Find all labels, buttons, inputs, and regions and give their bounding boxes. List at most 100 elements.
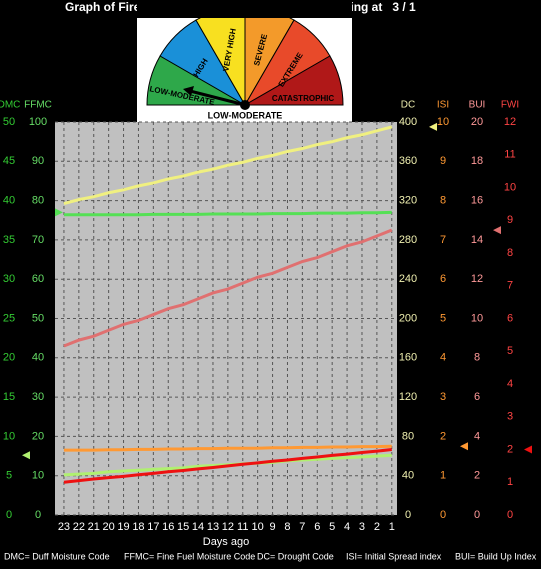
x-tick-label: 5 <box>329 521 335 533</box>
y-tick-label: 1 <box>507 476 513 488</box>
y-tick-label: 16 <box>471 195 483 207</box>
gauge-needle-head <box>183 86 194 96</box>
y-tick-label: 45 <box>3 155 15 167</box>
axis-title: FWI <box>501 100 519 111</box>
y-tick-label: 9 <box>507 214 513 226</box>
y-tick-label: 7 <box>507 280 513 292</box>
series-line <box>63 448 392 484</box>
gauge: LOW-MODERATE HIGH VERY HIGH SEVERE EXTRE… <box>137 0 352 122</box>
y-tick-label: 3 <box>440 391 446 403</box>
y-tick-label: 12 <box>471 273 483 285</box>
x-tick-label: 4 <box>344 521 350 533</box>
y-tick-label: 0 <box>474 509 480 521</box>
y-tick-label: 5 <box>6 470 12 482</box>
x-tick-label: 23 <box>58 521 70 533</box>
y-tick-label: 12 <box>504 116 516 128</box>
y-tick-label: 10 <box>32 470 44 482</box>
footer-note: ISI= Initial Spread index <box>346 551 442 561</box>
last-reading-marker <box>460 442 468 451</box>
footer-note: FFMC= Fine Fuel Moisture Code <box>124 551 255 561</box>
y-tick-label: 15 <box>3 391 15 403</box>
y-tick-label: 80 <box>402 430 414 442</box>
x-axis-label: Days ago <box>203 536 249 548</box>
y-tick-label: 4 <box>474 430 480 442</box>
x-tick-label: 21 <box>88 521 100 533</box>
y-tick-label: 20 <box>471 116 483 128</box>
gauge-hub <box>240 100 250 110</box>
y-tick-label: 10 <box>504 181 516 193</box>
x-tick-label: 16 <box>162 521 174 533</box>
y-tick-label: 18 <box>471 155 483 167</box>
series-line <box>63 444 392 452</box>
y-tick-label: 6 <box>507 312 513 324</box>
x-tick-label: 1 <box>389 521 395 533</box>
y-tick-label: 2 <box>474 470 480 482</box>
x-tick-label: 11 <box>237 521 248 533</box>
last-reading-marker <box>55 208 63 217</box>
y-tick-label: 50 <box>3 116 15 128</box>
footer-note: DC= Drought Code <box>257 551 334 561</box>
y-tick-label: 360 <box>399 155 417 167</box>
y-tick-label: 40 <box>32 352 44 364</box>
x-tick-label: 19 <box>117 521 129 533</box>
y-tick-label: 6 <box>474 391 480 403</box>
y-tick-label: 240 <box>399 273 417 285</box>
x-tick-label: 6 <box>314 521 320 533</box>
y-tick-label: 0 <box>507 509 513 521</box>
y-tick-label: 10 <box>437 116 449 128</box>
y-tick-label: 10 <box>471 312 483 324</box>
y-tick-label: 50 <box>32 312 44 324</box>
y-tick-label: 80 <box>32 195 44 207</box>
x-tick-label: 22 <box>73 521 85 533</box>
y-tick-label: 3 <box>507 411 513 423</box>
last-reading-marker <box>493 226 501 235</box>
y-tick-label: 320 <box>399 195 417 207</box>
y-tick-label: 14 <box>471 234 483 246</box>
y-tick-label: 0 <box>405 509 411 521</box>
y-tick-label: 0 <box>35 509 41 521</box>
axis-title: DMC <box>0 100 20 111</box>
series-line <box>63 228 393 348</box>
y-tick-label: 20 <box>3 352 15 364</box>
x-tick-label: 10 <box>252 521 264 533</box>
y-tick-label: 40 <box>3 195 15 207</box>
x-tick-label: 13 <box>207 521 219 533</box>
x-tick-label: 7 <box>299 521 305 533</box>
y-tick-label: 160 <box>399 352 417 364</box>
axis-title: DC <box>401 100 415 111</box>
gauge-segment <box>243 55 344 106</box>
last-reading-marker <box>524 445 532 454</box>
y-tick-label: 70 <box>32 234 44 246</box>
y-tick-label: 0 <box>6 509 12 521</box>
y-tick-label: 40 <box>402 470 414 482</box>
series-line <box>63 125 393 205</box>
series-line <box>63 210 392 217</box>
x-tick-label: 2 <box>374 521 380 533</box>
axis-title: FFMC <box>24 100 52 111</box>
x-tick-label: 12 <box>222 521 234 533</box>
y-tick-label: 5 <box>507 345 513 357</box>
y-tick-label: 20 <box>32 430 44 442</box>
y-tick-label: 2 <box>440 430 446 442</box>
y-tick-label: 4 <box>440 352 446 364</box>
last-reading-marker <box>22 451 30 460</box>
y-tick-label: 7 <box>440 234 446 246</box>
footer-note: DMC= Duff Moisture Code <box>4 551 110 561</box>
y-tick-label: 60 <box>32 273 44 285</box>
y-tick-label: 4 <box>507 378 513 390</box>
y-tick-label: 10 <box>3 430 15 442</box>
x-tick-label: 3 <box>359 521 365 533</box>
y-tick-label: 8 <box>474 352 480 364</box>
y-tick-label: 11 <box>504 149 515 161</box>
x-tick-label: 15 <box>177 521 189 533</box>
last-reading-marker <box>429 122 437 131</box>
y-tick-label: 120 <box>399 391 417 403</box>
y-tick-label: 30 <box>3 273 15 285</box>
x-tick-label: 20 <box>103 521 115 533</box>
y-tick-label: 35 <box>3 234 15 246</box>
y-tick-label: 90 <box>32 155 44 167</box>
gauge-mask <box>137 0 352 18</box>
y-tick-label: 25 <box>3 312 15 324</box>
y-tick-label: 8 <box>507 247 513 259</box>
